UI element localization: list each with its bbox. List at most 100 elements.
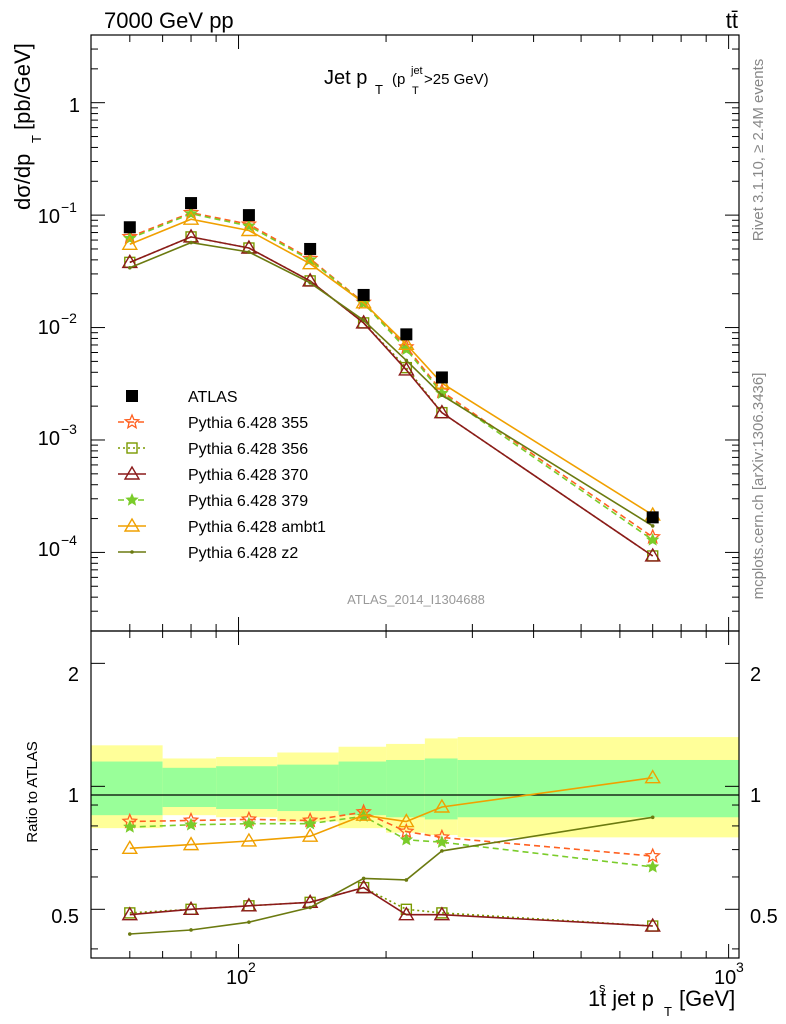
y-title-main: dσ/dp	[10, 154, 35, 210]
main-series-line	[129, 241, 654, 527]
main-series-marker	[355, 314, 372, 329]
main-series-marker	[398, 335, 415, 350]
ratio-series-marker	[121, 839, 139, 855]
ratio-band-inner	[457, 759, 739, 818]
legend-marker	[125, 492, 139, 506]
beam-energy-label: 7000 GeV pp	[104, 8, 234, 33]
ratio-series-marker	[184, 817, 198, 831]
ratio-series-marker	[123, 819, 137, 833]
x-title-pre: 1	[588, 986, 600, 1011]
y-tick-exp-1e-3: −3	[61, 421, 77, 437]
x-axis-title: 1 s t jet p T [GeV]	[588, 980, 735, 1019]
process-label: tt̄	[726, 8, 738, 33]
legend-label: Pythia 6.428 ambt1	[188, 519, 326, 536]
main-series-marker	[247, 250, 251, 254]
ratio-series-marker	[398, 813, 415, 828]
x-tick-sup-100: 2	[248, 959, 256, 975]
legend-marker	[123, 517, 141, 532]
ratio-series-line	[129, 886, 653, 927]
analysis-id-watermark: ATLAS_2014_I1304688	[347, 592, 485, 607]
y-tick-label-1e-2: 10	[38, 317, 60, 339]
main-series-marker	[355, 294, 372, 309]
ratio-series-marker	[644, 917, 661, 932]
ratio-series-marker	[644, 769, 661, 784]
ratio-series-group	[121, 769, 662, 936]
ratio-series-marker	[398, 906, 415, 921]
main-series-marker	[189, 240, 193, 245]
ratio-series-line	[129, 815, 653, 868]
ratio-tick-label-05-left: 0.5	[51, 906, 79, 928]
y-title-main-unit: [pb/GeV]	[10, 43, 35, 130]
main-series-line	[129, 212, 654, 541]
ratio-series-marker	[182, 900, 200, 916]
legend-label: Pythia 6.428 356	[188, 441, 308, 458]
ratio-series-marker	[242, 816, 256, 830]
legend-marker	[123, 413, 141, 430]
ratio-series-marker	[189, 928, 193, 932]
plot-title-paren-sup: jet	[410, 65, 423, 77]
x-tick-sup-1000: 3	[736, 959, 744, 975]
x-tick-label-100: 10	[226, 967, 248, 989]
plot-title-main: Jet p	[324, 67, 367, 89]
y-tick-exp-1e-1: −1	[61, 199, 77, 215]
ratio-series-marker	[303, 816, 317, 830]
legend-marker	[130, 550, 134, 554]
x-title-unit: [GeV]	[679, 986, 735, 1011]
atlas-data-point	[123, 221, 136, 234]
y-tick-label-1e-3: 10	[38, 428, 60, 450]
ratio-series-marker	[128, 932, 132, 936]
atlas-data-point	[242, 209, 255, 222]
ratio-band-inner	[91, 761, 163, 816]
ratio-series-marker	[440, 849, 444, 853]
x-title-sub: T	[664, 1004, 672, 1019]
y-title-main-sub: T	[29, 135, 44, 143]
y-axis-title-main: dσ/dp T [pb/GeV]	[10, 43, 44, 210]
ratio-series-marker	[121, 906, 139, 921]
ratio-tick-label-05-right: 0.5	[750, 906, 778, 928]
y-axis-title-ratio: Ratio to ATLAS	[24, 741, 41, 842]
ratio-tick-label-1-left: 1	[68, 785, 79, 807]
ratio-series-marker	[182, 836, 200, 851]
ratio-band-inner	[216, 766, 278, 810]
ratio-series-marker	[433, 906, 451, 921]
main-series-marker	[308, 281, 312, 285]
plot-title: Jet p T (p jet T >25 GeV)	[324, 65, 489, 97]
main-plot-frame	[90, 34, 740, 632]
plot-title-paren: (p	[392, 71, 405, 88]
atlas-data-point	[185, 197, 198, 210]
atlas-data-point	[400, 328, 413, 341]
y-tick-label-1e-4: 10	[38, 539, 60, 561]
x-title-sup: s	[599, 980, 606, 995]
atlas-data-point	[646, 511, 659, 524]
ratio-series-marker	[355, 806, 372, 821]
main-series-line	[129, 211, 654, 538]
ratio-tick-label-1-right: 1	[750, 785, 761, 807]
main-series-marker	[361, 318, 366, 323]
atlas-data-point	[357, 288, 370, 301]
ratio-uncertainty-bands	[91, 737, 739, 838]
main-series-marker	[440, 393, 444, 398]
legend-marker	[123, 465, 141, 480]
ratio-series-marker	[240, 897, 258, 912]
main-series-marker	[646, 532, 660, 546]
ratio-series-line	[129, 816, 653, 935]
ratio-band-inner	[338, 761, 387, 816]
legend-label: Pythia 6.428 379	[188, 493, 308, 510]
main-series-marker	[301, 255, 319, 270]
ratio-tick-label-2-left: 2	[68, 664, 79, 686]
main-series-marker	[128, 265, 132, 270]
ratio-series-marker	[247, 920, 251, 924]
ratio-series-marker	[301, 827, 319, 842]
plot-title-cut: >25 GeV)	[424, 71, 489, 88]
y-tick-exp-1e-4: −4	[61, 532, 77, 548]
ratio-tick-label-2-right: 2	[750, 664, 761, 686]
ratio-series-marker	[355, 879, 372, 894]
axis-ticks	[90, 34, 739, 958]
y-tick-exp-1e-2: −2	[61, 310, 77, 326]
plot-title-paren-sub: T	[412, 85, 419, 97]
ratio-band-inner	[162, 767, 217, 808]
x-tick-labels: 10 2 10 3	[226, 959, 744, 989]
x-tick-label-1000: 10	[714, 967, 736, 989]
ratio-series-line	[129, 886, 653, 927]
